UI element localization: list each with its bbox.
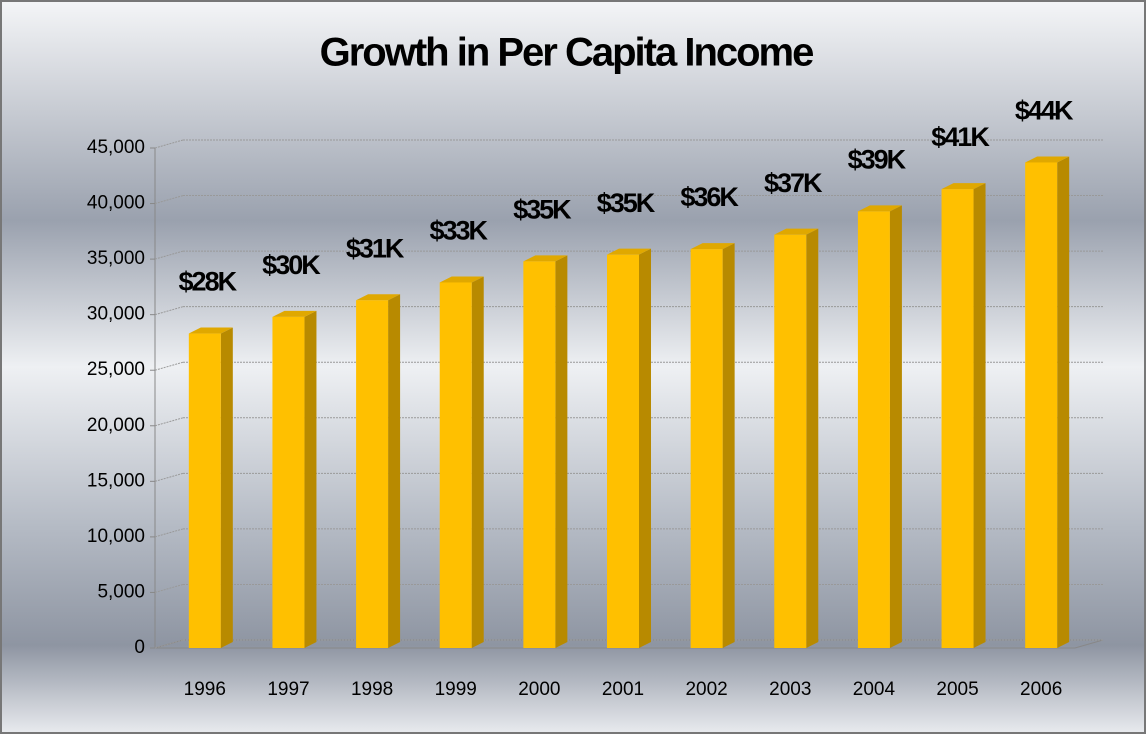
x-tick-label: 2002 (685, 679, 727, 700)
bar-top (607, 248, 651, 255)
value-label: $35K (513, 194, 572, 224)
grid-line (154, 139, 184, 149)
bar (439, 282, 472, 648)
bar-side (639, 248, 651, 648)
value-label: $30K (262, 250, 321, 280)
bar-top (188, 327, 233, 334)
bar-top (1025, 156, 1070, 163)
bar-top (690, 243, 735, 250)
bar-side (973, 183, 986, 648)
bar-side (471, 276, 484, 648)
y-tick-label: 35,000 (87, 248, 145, 269)
value-label: $36K (680, 182, 739, 212)
bar-top (272, 310, 317, 317)
y-tick-label: 5,000 (97, 581, 145, 602)
value-label: $33K (429, 216, 488, 246)
y-tick-label: 40,000 (87, 193, 145, 214)
y-tick-label: 30,000 (87, 304, 145, 325)
value-label: $31K (346, 233, 405, 263)
x-tick-label: 2006 (1020, 679, 1062, 700)
grid-line (154, 250, 184, 260)
bar (272, 316, 305, 648)
bar-top (356, 294, 401, 301)
bar (188, 333, 221, 648)
bar-top (774, 228, 819, 235)
bar-top (439, 276, 484, 283)
bar-side (1057, 156, 1070, 648)
y-tick-label: 45,000 (87, 137, 145, 158)
grid-line (154, 472, 184, 482)
bar-side (889, 205, 902, 649)
x-tick-label: 2000 (518, 679, 560, 700)
x-tick-label: 1996 (184, 679, 226, 700)
y-tick-label: 10,000 (87, 526, 145, 547)
y-tick-label: 20,000 (87, 415, 145, 436)
bar-top (941, 183, 986, 190)
y-tick-label: 25,000 (87, 359, 145, 380)
chart-title: Growth in Per Capita Income (320, 31, 814, 75)
bar (941, 189, 974, 648)
x-tick-label: 1998 (351, 679, 393, 700)
bar-side (220, 327, 233, 648)
value-label: $44K (1015, 96, 1074, 126)
grid-line (154, 528, 184, 538)
grid-line (154, 306, 184, 316)
grid-line (154, 361, 184, 371)
bar-side (388, 294, 401, 648)
value-label: $28K (179, 267, 238, 297)
grid-line (154, 583, 184, 593)
bar-top (523, 255, 568, 262)
bar (356, 300, 389, 648)
x-tick-label: 2004 (853, 679, 896, 700)
x-tick-label: 1999 (435, 679, 477, 700)
bar-side (555, 255, 568, 649)
bar-side (806, 228, 819, 648)
bar (1025, 162, 1058, 648)
bar-side (304, 310, 317, 648)
bar (607, 254, 639, 648)
y-tick-label: 15,000 (87, 470, 145, 491)
value-label: $37K (764, 168, 823, 198)
value-label: $35K (597, 188, 656, 218)
grid-line (154, 417, 184, 427)
bar (857, 211, 890, 649)
bar-top (857, 205, 902, 212)
x-tick-label: 2005 (936, 679, 978, 700)
x-tick-label: 1997 (267, 679, 309, 700)
bar (774, 234, 807, 648)
y-tick-label: 0 (134, 637, 145, 658)
value-label: $39K (848, 144, 907, 174)
x-tick-label: 2001 (602, 679, 644, 700)
bar (523, 261, 556, 648)
bar-side (722, 243, 735, 648)
value-label: $41K (931, 122, 990, 152)
grid-line (154, 195, 184, 205)
bar (690, 249, 723, 648)
grid-line (154, 639, 184, 649)
x-tick-label: 2003 (769, 679, 811, 700)
